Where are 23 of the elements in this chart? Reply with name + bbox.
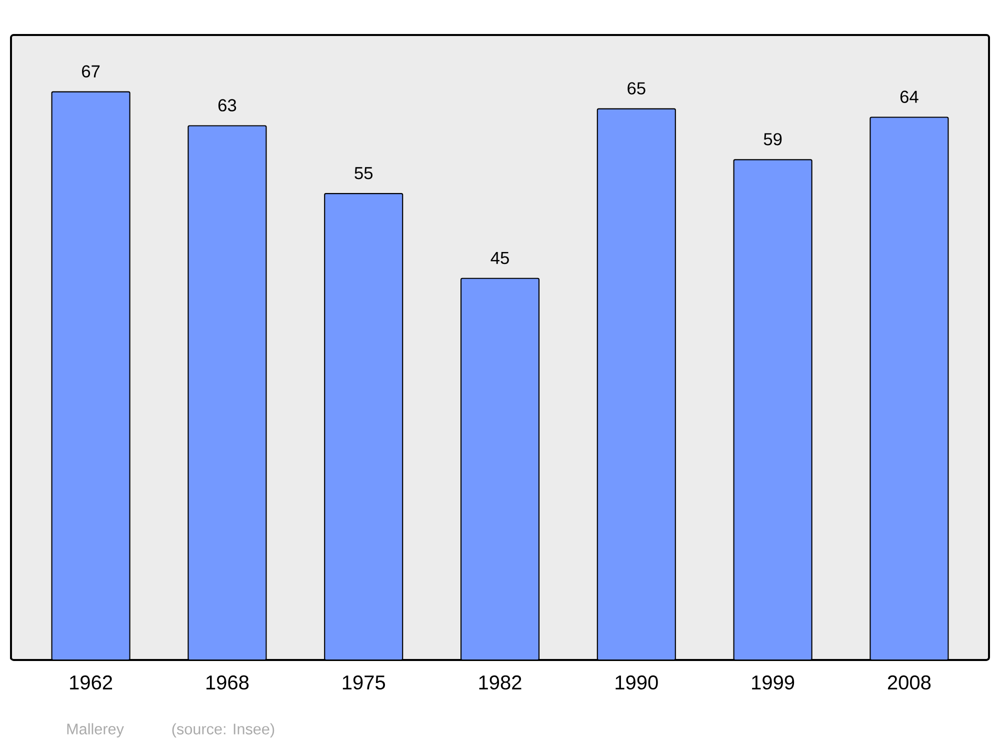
bar [188,125,267,660]
data-label: 65 [628,82,646,94]
bar [733,159,812,660]
bar [596,108,676,660]
x-tick-label: 1990 [616,675,658,690]
text: Mallerey [67,723,124,738]
x-tick-label: 1968 [206,675,249,690]
bar [51,91,130,660]
x-tick-label: 1982 [479,675,522,690]
data-label: 55 [354,167,373,180]
text: (source: Insee) [172,723,274,738]
data-label: 45 [490,252,509,264]
x-tick-label: 1999 [752,675,794,690]
bar [460,278,540,660]
data-label: 63 [218,99,236,112]
x-tick-label: 1975 [342,675,386,690]
x-tick-label: 1962 [70,675,112,690]
data-label: 59 [764,133,782,146]
data-label: 67 [82,65,100,78]
bar [324,193,404,660]
x-tick-label: 2008 [888,675,931,690]
data-label: 64 [900,90,918,103]
bar [870,116,949,660]
